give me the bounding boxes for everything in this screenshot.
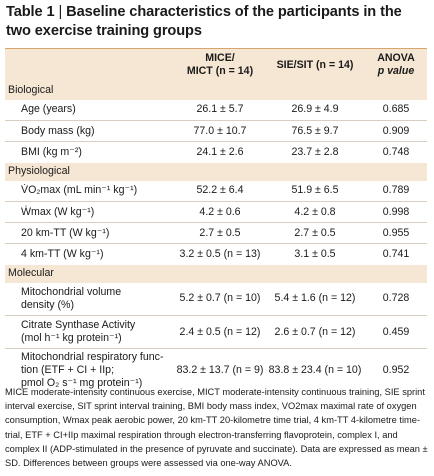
sie-cell: 2.7 ± 0.5 — [265, 222, 365, 244]
sie-cell: 4.2 ± 0.8 — [265, 201, 365, 223]
header-sie: SIE/SIT (n = 14) — [276, 58, 354, 71]
param-cell: Body mass (kg) — [5, 120, 175, 142]
mice-cell: 3.2 ± 0.5 (n = 13) — [175, 243, 265, 265]
table-row: Ẇmax (W kg⁻¹) 4.2 ± 0.6 4.2 ± 0.8 0.998 — [5, 201, 427, 223]
param-cell: BMI (kg m⁻²) — [5, 141, 175, 163]
section-row: Biological — [5, 81, 427, 100]
p-cell: 0.789 — [365, 180, 427, 202]
sie-cell: 5.4 ± 1.6 (n = 12) — [265, 282, 365, 316]
p-cell: 0.728 — [365, 282, 427, 316]
param-cell: Age (years) — [5, 99, 175, 121]
p-cell: 0.459 — [365, 315, 427, 349]
param-cell: Mitochondrial respiratory func-tion (ETF… — [5, 348, 175, 393]
table-label: Table 1 — [6, 4, 55, 20]
param-cell: V̇O₂max (mL min⁻¹ kg⁻¹) — [5, 180, 175, 202]
p-cell: 0.741 — [365, 243, 427, 265]
table-row: BMI (kg m⁻²) 24.1 ± 2.6 23.7 ± 2.8 0.748 — [5, 141, 427, 163]
title-separator: | — [54, 4, 67, 20]
table-row: Citrate Synthase Activity (mol h⁻¹ kg pro… — [5, 315, 427, 349]
table-caption: Baseline characteristics of the particip… — [6, 4, 402, 39]
p-cell: 0.952 — [365, 348, 427, 393]
sie-cell: 83.8 ± 23.4 (n = 10) — [265, 348, 365, 393]
table-row: 4 km-TT (W kg⁻¹) 3.2 ± 0.5 (n = 13) 3.1 … — [5, 243, 427, 265]
mice-cell: 5.2 ± 0.7 (n = 10) — [175, 282, 265, 316]
table-row: Age (years) 26.1 ± 5.7 26.9 ± 4.9 0.685 — [5, 99, 427, 121]
baseline-table: MICE/MICT (n = 14) SIE/SIT (n = 14) ANOV… — [5, 48, 427, 393]
p-cell: 0.955 — [365, 222, 427, 244]
mice-cell: 2.7 ± 0.5 — [175, 222, 265, 244]
sie-cell: 51.9 ± 6.5 — [265, 180, 365, 202]
sie-cell: 23.7 ± 2.8 — [265, 141, 365, 163]
table-row: Mitochondrial volume density (%) 5.2 ± 0.… — [5, 282, 427, 316]
param-cell: 20 km-TT (W kg⁻¹) — [5, 222, 175, 244]
mice-cell: 77.0 ± 10.7 — [175, 120, 265, 142]
table-row: Body mass (kg) 77.0 ± 10.7 76.5 ± 9.7 0.… — [5, 120, 427, 142]
mice-cell: 4.2 ± 0.6 — [175, 201, 265, 223]
mice-cell: 83.2 ± 13.7 (n = 9) — [175, 348, 265, 393]
sie-cell: 76.5 ± 9.7 — [265, 120, 365, 142]
p-cell: 0.748 — [365, 141, 427, 163]
table-row: 20 km-TT (W kg⁻¹) 2.7 ± 0.5 2.7 ± 0.5 0.… — [5, 222, 427, 244]
p-cell: 0.998 — [365, 201, 427, 223]
sie-cell: 26.9 ± 4.9 — [265, 99, 365, 121]
section-row: Molecular — [5, 264, 427, 283]
mice-cell: 24.1 ± 2.6 — [175, 141, 265, 163]
table-title: Table 1 | Baseline characteristics of th… — [6, 3, 430, 40]
mice-cell: 26.1 ± 5.7 — [175, 99, 265, 121]
param-cell: Citrate Synthase Activity (mol h⁻¹ kg pro… — [5, 315, 175, 349]
header-mice: MICE/MICT (n = 14) — [186, 52, 254, 78]
p-cell: 0.685 — [365, 99, 427, 121]
header-parameter — [5, 49, 175, 82]
table-row: V̇O₂max (mL min⁻¹ kg⁻¹) 52.2 ± 6.4 51.9 … — [5, 180, 427, 202]
table-footnote: MICE moderate-intensity continuous exerc… — [5, 387, 428, 469]
mice-cell: 52.2 ± 6.4 — [175, 180, 265, 202]
sie-cell: 3.1 ± 0.5 — [265, 243, 365, 265]
table-row: Mitochondrial respiratory func-tion (ETF… — [5, 348, 427, 393]
section-row: Physiological — [5, 162, 427, 181]
sie-cell: 2.6 ± 0.7 (n = 12) — [265, 315, 365, 349]
header-anova: ANOVA p value — [377, 52, 415, 78]
header-row: MICE/MICT (n = 14) SIE/SIT (n = 14) ANOV… — [5, 48, 427, 82]
param-cell: Mitochondrial volume density (%) — [5, 282, 175, 316]
mice-cell: 2.4 ± 0.5 (n = 12) — [175, 315, 265, 349]
param-cell: Ẇmax (W kg⁻¹) — [5, 201, 175, 223]
param-cell: 4 km-TT (W kg⁻¹) — [5, 243, 175, 265]
p-cell: 0.909 — [365, 120, 427, 142]
